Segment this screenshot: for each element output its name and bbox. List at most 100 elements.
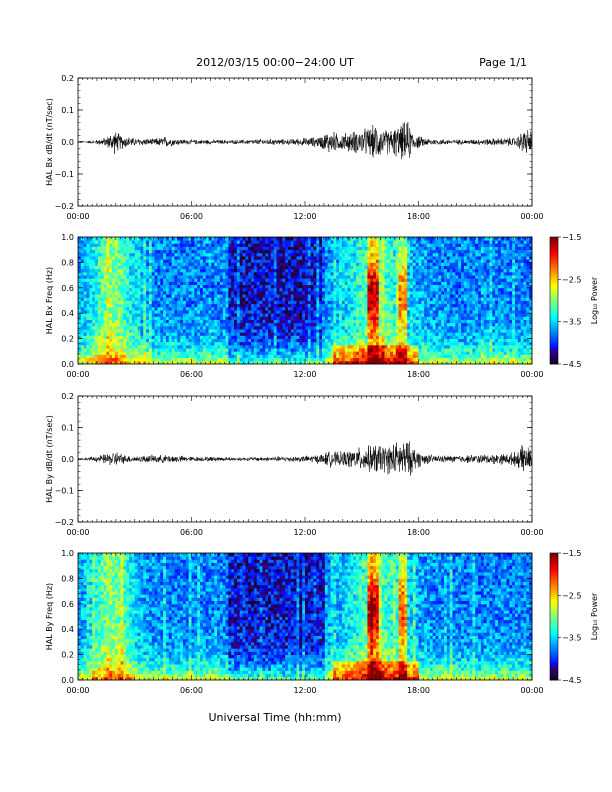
spectrogram-cell — [262, 354, 265, 358]
spectrogram-cell — [277, 310, 280, 314]
spectrogram-cell — [200, 348, 203, 352]
spectrogram-cell — [106, 269, 109, 273]
spectrogram-cell — [316, 243, 319, 247]
spectrogram-cell — [146, 326, 149, 330]
spectrogram-cell — [214, 266, 217, 270]
spectrogram-cell — [115, 259, 118, 263]
spectrogram-cell — [257, 297, 260, 301]
spectrogram-cell — [413, 326, 416, 330]
spectrogram-cell — [254, 240, 257, 244]
spectrogram-cell — [87, 272, 90, 276]
spectrogram-cell — [339, 332, 342, 336]
spectrogram-cell — [302, 348, 305, 352]
spectrogram-cell — [200, 240, 203, 244]
spectrogram-cell — [121, 259, 124, 263]
spectrogram-cell — [206, 247, 209, 251]
spectrogram-cell — [294, 323, 297, 327]
spectrogram-cell — [342, 354, 345, 358]
spectrogram-cell — [350, 310, 353, 314]
spectrogram-cell — [132, 259, 135, 263]
spectrogram-cell — [118, 247, 121, 251]
spectrogram-cell — [299, 250, 302, 254]
spectrogram-cell — [274, 272, 277, 276]
spectrogram-cell — [234, 275, 237, 279]
spectrogram-cell — [192, 243, 195, 247]
spectrogram-cell — [194, 278, 197, 282]
spectrogram-cell — [135, 348, 138, 352]
spectrogram-cell — [285, 237, 288, 241]
spectrogram-cell — [384, 342, 387, 346]
spectrogram-cell — [370, 332, 373, 336]
spectrogram-cell — [384, 272, 387, 276]
spectrogram-cell — [166, 256, 169, 260]
spectrogram-cell — [104, 294, 107, 298]
spectrogram-cell — [384, 320, 387, 324]
spectrogram-cell — [245, 291, 248, 295]
spectrogram-cell — [143, 297, 146, 301]
spectrogram-cell — [271, 316, 274, 320]
spectrogram-cell — [399, 253, 402, 257]
spectrogram-cell — [121, 247, 124, 251]
spectrogram-cell — [78, 278, 81, 282]
spectrogram-cell — [245, 253, 248, 257]
spectrogram-cell — [146, 278, 149, 282]
spectrogram-cell — [248, 285, 251, 289]
spectrogram-cell — [384, 304, 387, 308]
spectrogram-cell — [322, 247, 325, 251]
spectrogram-cell — [101, 342, 104, 346]
spectrogram-cell — [396, 313, 399, 317]
spectrogram-cell — [126, 262, 129, 266]
spectrogram-cell — [294, 348, 297, 352]
spectrogram-cell — [104, 310, 107, 314]
spectrogram-cell — [410, 339, 413, 343]
spectrogram-cell — [209, 269, 212, 273]
spectrogram-cell — [268, 240, 271, 244]
spectrogram-cell — [288, 240, 291, 244]
spectrogram-cell — [189, 291, 192, 295]
spectrogram-cell — [177, 250, 180, 254]
spectrogram-cell — [109, 259, 112, 263]
spectrogram-cell — [163, 348, 166, 352]
spectrogram-cell — [279, 326, 282, 330]
spectrogram-cell — [339, 304, 342, 308]
spectrogram-cell — [362, 247, 365, 251]
spectrogram-cell — [257, 316, 260, 320]
spectrogram-cell — [237, 310, 240, 314]
spectrogram-cell — [192, 262, 195, 266]
spectrogram-cell — [370, 342, 373, 346]
spectrogram-cell — [115, 313, 118, 317]
spectrogram-cell — [316, 304, 319, 308]
spectrogram-cell — [370, 291, 373, 295]
spectrogram-cell — [245, 354, 248, 358]
spectrogram-cell — [98, 237, 101, 241]
spectrogram-cell — [109, 297, 112, 301]
spectrogram-cell — [95, 345, 98, 349]
spectrogram-cell — [316, 294, 319, 298]
spectrogram-cell — [404, 266, 407, 270]
spectrogram-cell — [197, 351, 200, 355]
spectrogram-cell — [189, 301, 192, 305]
spectrogram-cell — [101, 253, 104, 257]
spectrogram-cell — [129, 247, 132, 251]
spectrogram-cell — [265, 342, 268, 346]
spectrogram-cell — [356, 247, 359, 251]
spectrogram-cell — [279, 291, 282, 295]
spectrogram-cell — [248, 294, 251, 298]
spectrogram-cell — [121, 339, 124, 343]
spectrogram-cell — [367, 291, 370, 295]
spectrogram-cell — [163, 240, 166, 244]
spectrogram-cell — [197, 316, 200, 320]
spectrogram-cell — [367, 339, 370, 343]
spectrogram-cell — [160, 358, 163, 362]
spectrogram-cell — [223, 301, 226, 305]
spectrogram-cell — [78, 351, 81, 355]
spectrogram-cell — [268, 285, 271, 289]
spectrogram-cell — [101, 332, 104, 336]
spectrogram-cell — [143, 250, 146, 254]
spectrogram-cell — [325, 345, 328, 349]
spectrogram-cell — [262, 253, 265, 257]
x-tick-label: 00:00 — [520, 212, 543, 221]
spectrogram-cell — [299, 294, 302, 298]
spectrogram-cell — [339, 358, 342, 362]
spectrogram-cell — [155, 320, 158, 324]
